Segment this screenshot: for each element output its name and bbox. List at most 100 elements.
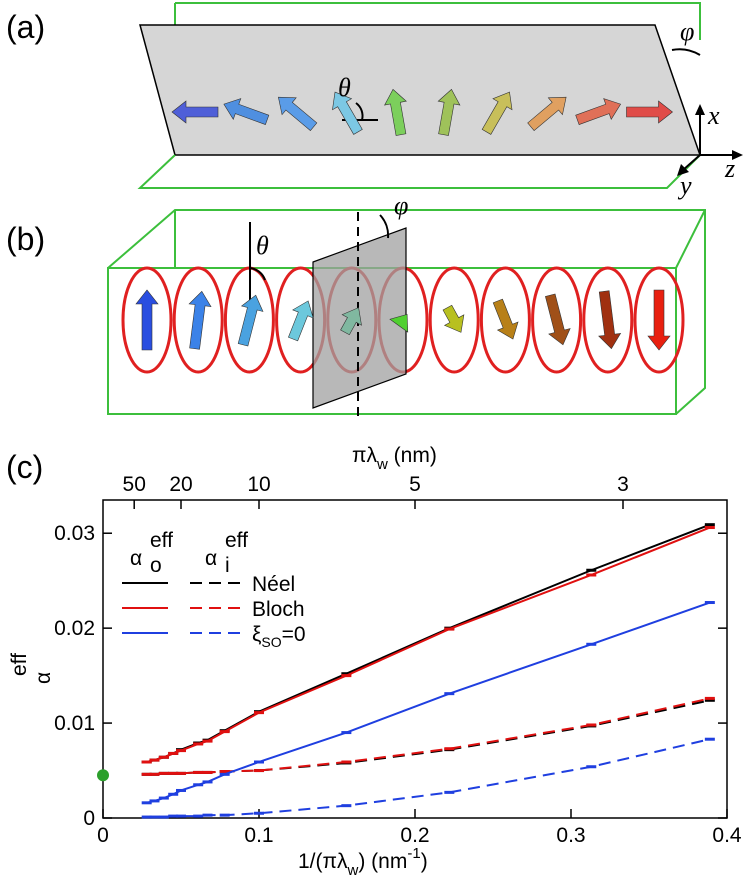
arrow — [481, 91, 513, 135]
angle-arc — [379, 214, 390, 239]
legend-column: eff — [150, 529, 173, 552]
legend-column: eff — [225, 529, 248, 552]
axis-arrow — [682, 154, 701, 171]
axis-label: x — [707, 101, 720, 130]
arrow — [171, 100, 219, 124]
angle-arc — [249, 267, 266, 281]
arrow-head — [695, 104, 705, 115]
legend-label: Néel — [252, 573, 295, 596]
panel-label: (b) — [6, 221, 45, 257]
ring — [121, 266, 173, 374]
x-tick-label: 0.3 — [556, 824, 585, 847]
text-part: -1 — [407, 845, 420, 862]
arrow-body — [389, 313, 409, 333]
panel-a: (a) θ φ x y z — [6, 2, 743, 200]
x-axis-title: 1/(πλw) (nm-1) — [298, 845, 428, 879]
arrow — [237, 294, 264, 347]
arrow-body — [481, 91, 513, 135]
arrow — [647, 289, 671, 351]
arrow-body — [332, 91, 363, 135]
y-tick-label: 0.03 — [54, 522, 95, 545]
arrow-body — [340, 307, 362, 336]
arrow-body — [188, 290, 212, 350]
frame-line — [675, 209, 706, 269]
legend: α eff o α eff i — [130, 529, 248, 577]
text-part: ) (nm — [358, 850, 407, 873]
frame-line — [137, 154, 701, 189]
arrow — [626, 100, 673, 124]
magnetization-arrows — [171, 88, 673, 136]
y-tick-label: 0.01 — [54, 712, 95, 735]
frame-line — [175, 2, 701, 40]
legend-label: Bloch — [252, 598, 305, 621]
arrow-body — [598, 290, 622, 350]
axis-label: y — [677, 171, 692, 200]
arrow-head — [677, 164, 689, 176]
arrow-body — [288, 300, 314, 342]
ring — [479, 266, 531, 374]
series-line — [146, 738, 711, 819]
angle-label: φ — [680, 17, 694, 46]
arrow-body — [527, 96, 567, 132]
arrow-head — [732, 150, 743, 160]
angle-arc — [355, 102, 364, 121]
ring — [531, 266, 583, 374]
x-tick-label: 0 — [97, 824, 109, 847]
arrow-body — [223, 98, 270, 125]
arrow — [135, 289, 159, 351]
text-part: eff — [8, 653, 31, 676]
arrow-body — [135, 289, 159, 351]
panel-label: (a) — [6, 9, 45, 45]
ring — [633, 266, 685, 374]
x2-axis-title: πλw (nm) — [352, 444, 437, 473]
text-part: α — [32, 672, 55, 684]
x-tick-label: 0.2 — [400, 824, 429, 847]
angle-label: θ — [256, 231, 269, 260]
angle-label: θ — [338, 73, 351, 102]
text-part: =0 — [282, 623, 306, 646]
x2-tick-label: 10 — [247, 473, 270, 496]
y-axis-title: α eff — [8, 653, 55, 684]
text-part: πλ — [352, 444, 377, 467]
arrow-body — [492, 298, 519, 340]
arrow — [384, 88, 407, 136]
legend-column: i — [225, 554, 230, 577]
angle-arc — [671, 48, 701, 56]
text-part: w — [376, 456, 388, 473]
y-tick-label: 0.02 — [54, 617, 95, 640]
arrow — [188, 290, 212, 350]
arrow-body — [626, 100, 673, 124]
legend-label: ξSO=0 — [252, 623, 306, 650]
arrow — [527, 96, 567, 132]
x2-tick-label: 5 — [409, 473, 421, 496]
plane — [139, 24, 702, 156]
arrow — [598, 290, 622, 350]
arrow-body — [237, 294, 264, 347]
arrow-body — [545, 293, 571, 346]
series-line — [146, 699, 711, 776]
legend-column: o — [150, 554, 162, 577]
text-part: ξ — [252, 623, 261, 646]
x-tick-label: 0.4 — [712, 824, 742, 847]
y-tick-label: 0 — [83, 807, 95, 830]
arrow-body — [442, 304, 465, 333]
reference-point — [97, 769, 109, 782]
arrow — [332, 91, 363, 135]
arrow — [545, 293, 571, 346]
ring — [172, 266, 224, 374]
axis-label: z — [724, 154, 735, 183]
magnetization-arrows — [135, 289, 671, 351]
x2-tick-label: 20 — [169, 473, 192, 496]
arrow — [492, 298, 519, 340]
ring — [582, 266, 634, 374]
panel-label: (c) — [6, 449, 43, 485]
arrow-body — [278, 96, 318, 132]
arrow — [389, 313, 409, 333]
arrow-body — [384, 88, 407, 136]
chart: (c) πλw (nm) 1/(πλw) (nm-1) α eff α eff … — [6, 444, 742, 879]
arrow — [340, 307, 362, 336]
arrow-body — [647, 289, 671, 351]
x2-tick-label: 3 — [617, 473, 629, 496]
arrow-body — [575, 98, 622, 125]
